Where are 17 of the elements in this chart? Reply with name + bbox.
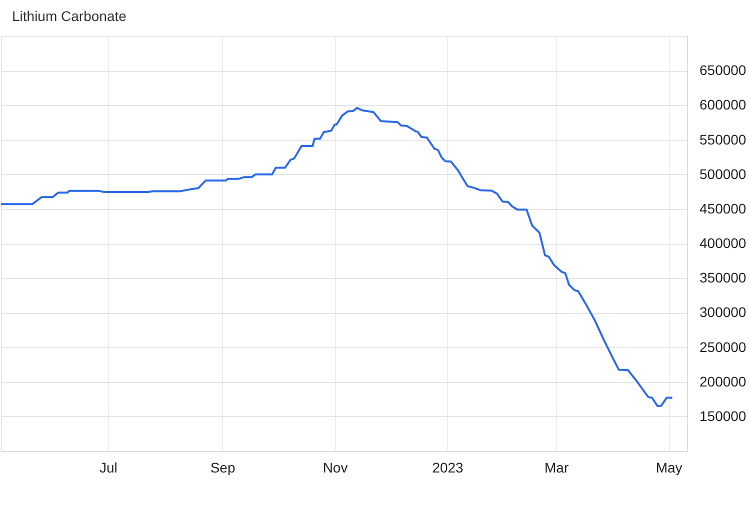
- y-tick-label: 450000: [700, 200, 746, 216]
- y-tick-label: 550000: [700, 131, 746, 148]
- y-tick-label: 400000: [700, 235, 746, 251]
- chart-title: Lithium Carbonate: [12, 8, 127, 24]
- y-tick-label: 350000: [700, 270, 746, 286]
- x-tick-label: 2023: [432, 460, 464, 476]
- x-tick-label: Jul: [100, 460, 118, 476]
- y-tick-label: 150000: [700, 408, 746, 424]
- y-tick-label: 650000: [700, 62, 746, 78]
- x-tick-label: Mar: [544, 460, 569, 476]
- y-tick-label: 500000: [700, 166, 746, 182]
- y-tick-label: 250000: [700, 338, 746, 355]
- y-tick-label: 200000: [700, 373, 746, 390]
- y-tick-label: 600000: [700, 96, 746, 113]
- x-tick-label: Nov: [322, 460, 348, 476]
- y-tick-label: 300000: [700, 304, 746, 320]
- line-series: [0, 106, 674, 408]
